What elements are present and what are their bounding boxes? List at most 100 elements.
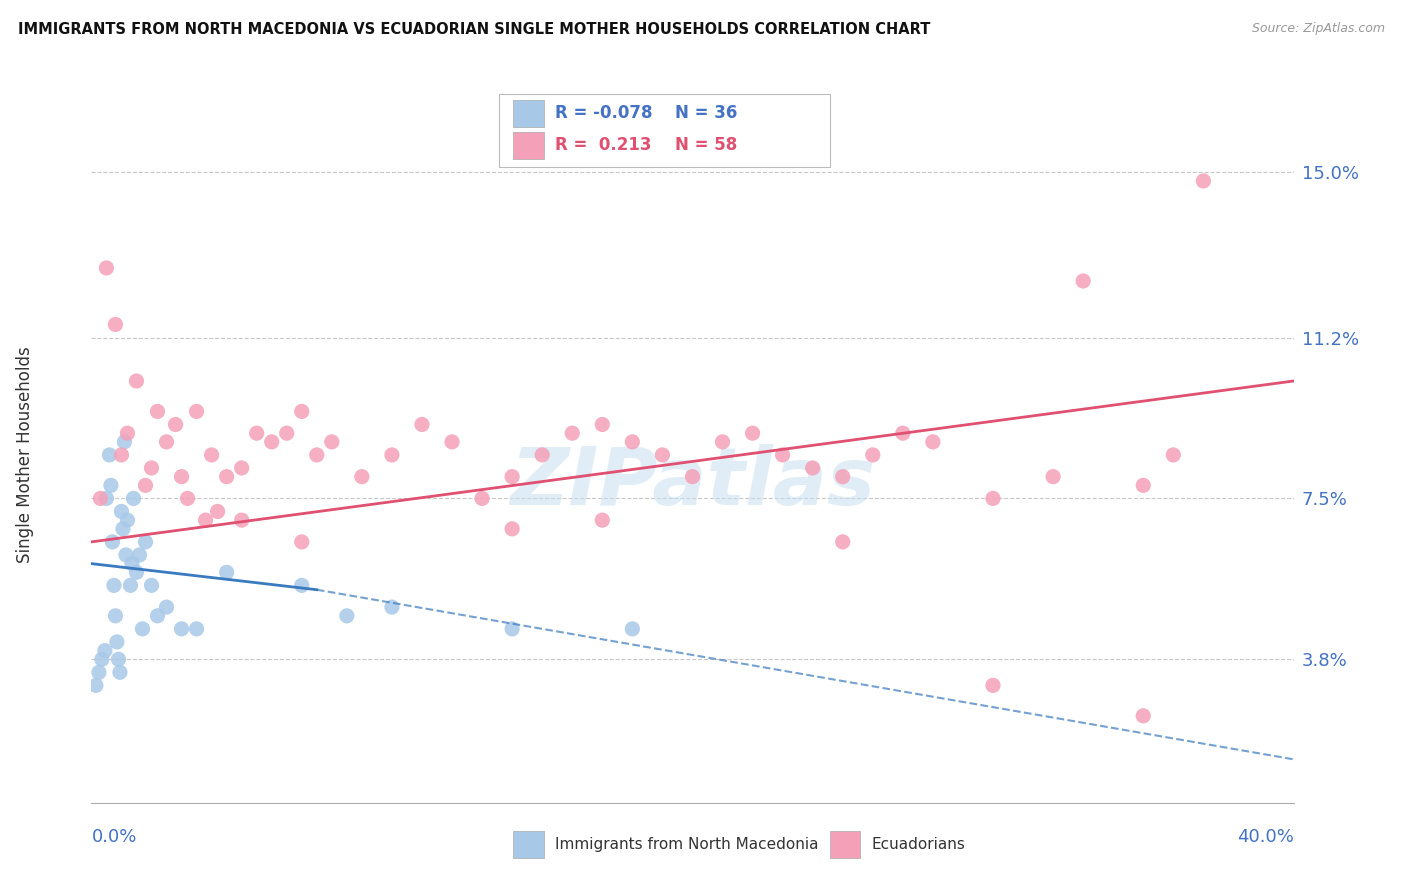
Point — [305, 448, 328, 462]
Point — [891, 426, 914, 441]
Point — [104, 318, 127, 332]
Point — [231, 513, 253, 527]
Point — [100, 478, 122, 492]
Point — [134, 534, 156, 549]
Point — [681, 469, 703, 483]
Point — [501, 469, 523, 483]
Point — [84, 678, 107, 692]
Point — [165, 417, 187, 432]
Point — [141, 461, 163, 475]
Point — [1132, 478, 1154, 492]
Point — [146, 404, 169, 418]
Point — [107, 652, 129, 666]
Point — [134, 478, 156, 492]
Point — [96, 260, 118, 275]
Point — [215, 469, 238, 483]
Point — [321, 434, 343, 449]
Point — [215, 566, 238, 580]
Point — [651, 448, 673, 462]
Point — [291, 404, 314, 418]
Text: Single Mother Households: Single Mother Households — [17, 347, 34, 563]
Point — [131, 622, 153, 636]
Point — [1161, 448, 1184, 462]
Point — [231, 461, 253, 475]
Point — [1132, 708, 1154, 723]
Point — [591, 513, 613, 527]
Point — [621, 622, 644, 636]
Point — [260, 434, 283, 449]
Point — [155, 600, 177, 615]
Point — [411, 417, 433, 432]
Point — [121, 557, 143, 571]
Point — [146, 608, 169, 623]
Point — [117, 513, 139, 527]
Point — [105, 635, 128, 649]
Point — [176, 491, 198, 506]
Point — [122, 491, 145, 506]
Point — [111, 522, 134, 536]
Point — [471, 491, 494, 506]
Point — [103, 578, 125, 592]
Point — [207, 504, 229, 518]
Text: Immigrants from North Macedonia: Immigrants from North Macedonia — [555, 838, 818, 852]
Text: R =  0.213: R = 0.213 — [555, 136, 652, 154]
Point — [155, 434, 177, 449]
Point — [115, 548, 138, 562]
Point — [186, 404, 208, 418]
Point — [291, 534, 314, 549]
Point — [98, 448, 121, 462]
Point — [170, 469, 193, 483]
Point — [441, 434, 464, 449]
Point — [246, 426, 269, 441]
Point — [772, 448, 794, 462]
Point — [90, 652, 112, 666]
Point — [128, 548, 150, 562]
Point — [89, 491, 111, 506]
Text: 40.0%: 40.0% — [1237, 828, 1294, 846]
Point — [531, 448, 554, 462]
Text: R = -0.078: R = -0.078 — [555, 104, 652, 122]
Point — [336, 608, 359, 623]
Point — [981, 491, 1004, 506]
Point — [120, 578, 142, 592]
Point — [117, 426, 139, 441]
Text: N = 58: N = 58 — [675, 136, 737, 154]
Point — [94, 643, 117, 657]
Point — [621, 434, 644, 449]
Point — [862, 448, 884, 462]
Point — [591, 417, 613, 432]
Point — [114, 434, 136, 449]
Point — [101, 534, 124, 549]
Point — [831, 469, 853, 483]
Point — [87, 665, 110, 680]
Point — [711, 434, 734, 449]
Point — [501, 622, 523, 636]
Text: 0.0%: 0.0% — [91, 828, 136, 846]
Text: N = 36: N = 36 — [675, 104, 737, 122]
Point — [922, 434, 945, 449]
Point — [141, 578, 163, 592]
Point — [96, 491, 118, 506]
Point — [108, 665, 131, 680]
Point — [501, 522, 523, 536]
Point — [831, 534, 853, 549]
Point — [801, 461, 824, 475]
Point — [110, 504, 132, 518]
Point — [561, 426, 583, 441]
Point — [170, 622, 193, 636]
Point — [1042, 469, 1064, 483]
Point — [741, 426, 763, 441]
Point — [291, 578, 314, 592]
Point — [186, 622, 208, 636]
Point — [194, 513, 217, 527]
Point — [1192, 174, 1215, 188]
Point — [125, 566, 148, 580]
Point — [350, 469, 373, 483]
Point — [276, 426, 298, 441]
Point — [381, 448, 404, 462]
Point — [1071, 274, 1094, 288]
Text: IMMIGRANTS FROM NORTH MACEDONIA VS ECUADORIAN SINGLE MOTHER HOUSEHOLDS CORRELATI: IMMIGRANTS FROM NORTH MACEDONIA VS ECUAD… — [18, 22, 931, 37]
Point — [381, 600, 404, 615]
Point — [110, 448, 132, 462]
Point — [981, 678, 1004, 692]
